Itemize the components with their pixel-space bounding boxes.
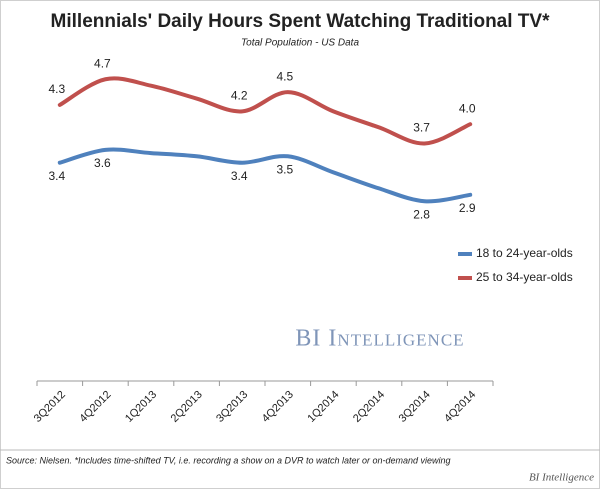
data-label: 4.5: [276, 69, 293, 83]
data-label: 3.5: [276, 162, 293, 176]
source-note: Source: Nielsen. *Includes time-shifted …: [6, 455, 451, 465]
chart-title: Millennials' Daily Hours Spent Watching …: [51, 11, 551, 32]
data-label: 3.4: [231, 169, 248, 183]
series-line: [57, 76, 473, 146]
data-label: 4.2: [231, 89, 248, 103]
data-label: 2.8: [413, 207, 430, 221]
data-label: 3.7: [413, 121, 430, 135]
data-label: 4.3: [48, 82, 65, 96]
chart-subtitle: Total Population - US Data: [241, 38, 359, 49]
data-label: 4.0: [459, 101, 476, 115]
legend-label: 18 to 24-year-olds: [476, 246, 573, 260]
series-line: [57, 147, 473, 204]
legend-label: 25 to 34-year-olds: [476, 270, 573, 284]
data-label: 4.7: [94, 56, 111, 70]
credit: BI Intelligence: [529, 472, 594, 484]
data-label: 3.6: [94, 156, 111, 170]
data-label: 3.4: [48, 169, 65, 183]
watermark: BI Intelligence: [295, 326, 464, 352]
data-label: 2.9: [459, 201, 476, 215]
